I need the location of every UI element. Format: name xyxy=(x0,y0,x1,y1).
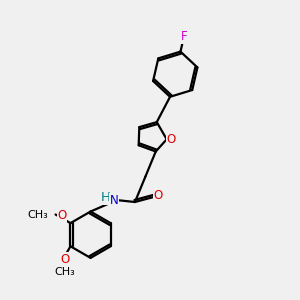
Text: CH₃: CH₃ xyxy=(27,210,48,220)
Text: O: O xyxy=(61,253,70,266)
Text: N: N xyxy=(110,194,118,207)
Text: H: H xyxy=(101,191,111,204)
Text: O: O xyxy=(167,133,176,146)
Text: CH₃: CH₃ xyxy=(55,268,76,278)
Text: O: O xyxy=(153,189,163,203)
Text: O: O xyxy=(57,209,67,222)
Text: F: F xyxy=(181,30,187,43)
